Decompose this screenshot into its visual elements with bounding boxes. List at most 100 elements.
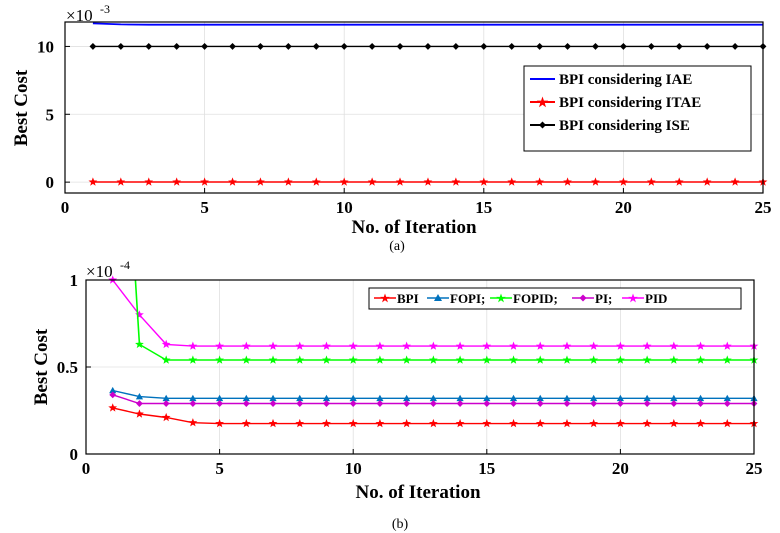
chart-b-point-pi xyxy=(242,400,250,407)
chart-b-point-fopi xyxy=(242,394,250,402)
chart-b-point-pid xyxy=(268,341,278,350)
chart-b-point-fopi xyxy=(109,386,117,394)
chart-b-point-bpi xyxy=(642,418,652,428)
chart-b-point-fopid xyxy=(322,355,331,364)
chart-a-point-bpi-considering-ise xyxy=(229,43,236,50)
chart-b-point-bpi xyxy=(241,418,251,428)
chart-b-ylabel: Best Cost xyxy=(31,328,52,405)
chart-b-point-pid xyxy=(402,341,411,350)
chart-b-point-bpi xyxy=(268,418,278,428)
chart-a-point-bpi-considering-itae xyxy=(339,177,349,186)
chart-b-ytick-label: 1 xyxy=(70,271,79,290)
chart-b-point-pid xyxy=(482,341,492,350)
chart-b-point-fopi xyxy=(590,394,598,402)
chart-b-point-pi xyxy=(189,400,197,407)
chart-b-point-fopid xyxy=(722,355,732,364)
chart-b-point-pi xyxy=(296,400,304,407)
chart-b-point-pi xyxy=(536,400,544,407)
chart-a-point-bpi-considering-itae xyxy=(591,177,600,186)
legend-item-fopi: FOPI; xyxy=(427,291,485,306)
chart-a-point-bpi-considering-itae xyxy=(619,177,628,186)
chart-a-point-bpi-considering-ise xyxy=(536,43,544,50)
legend-marker-itae xyxy=(536,96,549,108)
chart-b-point-fopi xyxy=(723,394,731,402)
chart-a-axes-box xyxy=(64,21,764,194)
chart-a-point-bpi-considering-ise xyxy=(424,43,432,50)
chart-b-xtick-label: 15 xyxy=(478,459,495,478)
chart-a-point-bpi-considering-ise xyxy=(480,43,488,50)
chart-b-point-pi xyxy=(590,400,598,407)
legend-marker-fopid xyxy=(496,293,506,303)
chart-b-point-fopid xyxy=(509,355,518,364)
legend-label-pi: PI; xyxy=(595,291,612,306)
chart-b-point-fopi xyxy=(509,394,518,402)
chart-b-ytick-label: 0 xyxy=(70,445,79,464)
chart-a-point-bpi-considering-ise xyxy=(703,43,711,50)
chart-b-point-pid xyxy=(696,341,705,350)
chart-b-point-pi xyxy=(723,400,731,407)
legend-marker-pid xyxy=(628,293,638,303)
chart-a-point-bpi-considering-itae xyxy=(311,177,321,186)
chart-a-series xyxy=(88,22,768,186)
chart-b-point-fopi xyxy=(563,394,571,402)
chart-b-point-bpi xyxy=(375,418,385,428)
chart-a-point-bpi-considering-itae xyxy=(563,177,572,186)
chart-a-ytick-label: 0 xyxy=(46,173,55,192)
chart-b-point-pi xyxy=(429,400,437,407)
chart-a-multiplier-exp: -3 xyxy=(100,2,110,16)
chart-a-xtick-label: 10 xyxy=(336,198,353,217)
chart-b-caption: (b) xyxy=(392,517,409,532)
chart-b-point-pid xyxy=(429,341,438,350)
chart-b-point-pid xyxy=(241,341,251,350)
chart-a-point-bpi-considering-itae xyxy=(172,177,182,186)
chart-b-point-bpi xyxy=(161,412,171,422)
chart-a-point-bpi-considering-ise xyxy=(89,43,97,50)
chart-b-point-pi xyxy=(643,400,651,407)
chart-a-point-bpi-considering-itae xyxy=(535,177,544,186)
chart-a-point-bpi-considering-ise xyxy=(312,43,320,50)
chart-a-point-bpi-considering-ise xyxy=(592,43,599,50)
legend-label-fopi: FOPI; xyxy=(450,291,485,306)
legend-label-itae: BPI considering ITAE xyxy=(559,95,701,111)
chart-b-point-fopi xyxy=(670,394,678,402)
legend-label-fopid: FOPID; xyxy=(513,291,558,306)
chart-b-xtick-label: 5 xyxy=(215,459,224,478)
chart-a-multiplier-base: ×10 xyxy=(66,6,93,25)
chart-a-xtick-label: 25 xyxy=(755,198,772,217)
chart-b-point-fopid xyxy=(429,355,438,364)
chart-b-point-fopi xyxy=(483,394,491,402)
chart-b-point-bpi xyxy=(429,418,438,428)
chart-b-point-fopi xyxy=(536,394,544,402)
chart-b-point-pid xyxy=(589,341,599,350)
legend-item-bpi: BPI xyxy=(374,291,419,306)
chart-a-point-bpi-considering-itae xyxy=(116,177,126,186)
chart-b-point-pi xyxy=(269,400,277,407)
legend-marker-pi xyxy=(579,294,587,302)
chart-b-point-bpi xyxy=(722,418,732,428)
chart-b-point-pi xyxy=(136,400,143,407)
chart-a-point-bpi-considering-ise xyxy=(731,43,739,50)
chart-b-xtick-label: 25 xyxy=(746,459,763,478)
chart-b-point-fopi xyxy=(696,394,705,402)
chart-b-point-fopid xyxy=(295,355,305,364)
chart-b-series xyxy=(108,275,759,428)
chart-a-point-bpi-considering-itae xyxy=(507,177,517,186)
chart-a-point-bpi-considering-ise xyxy=(564,43,571,50)
chart-b-point-pid xyxy=(295,341,305,350)
chart-b-point-fopi xyxy=(349,394,357,402)
chart-a-ylabel: Best Cost xyxy=(11,69,32,146)
chart-a-series-line-bpi-considering-iae xyxy=(92,22,763,26)
chart-a-point-bpi-considering-ise xyxy=(284,43,292,50)
legend-label-bpi: BPI xyxy=(397,291,419,306)
chart-a-point-bpi-considering-itae xyxy=(144,177,154,186)
chart-b-series-line-fopid xyxy=(139,343,754,361)
chart-a-point-bpi-considering-ise xyxy=(675,43,683,50)
chart-a-caption: (a) xyxy=(389,239,405,254)
chart-a-ytick-label: 10 xyxy=(37,37,54,56)
chart-b-point-pi xyxy=(216,400,223,407)
chart-a-point-bpi-considering-ise xyxy=(620,43,627,50)
chart-b-point-pid xyxy=(188,341,198,350)
chart-b-point-fopid xyxy=(215,355,224,364)
chart-a-point-bpi-considering-itae xyxy=(395,177,405,186)
